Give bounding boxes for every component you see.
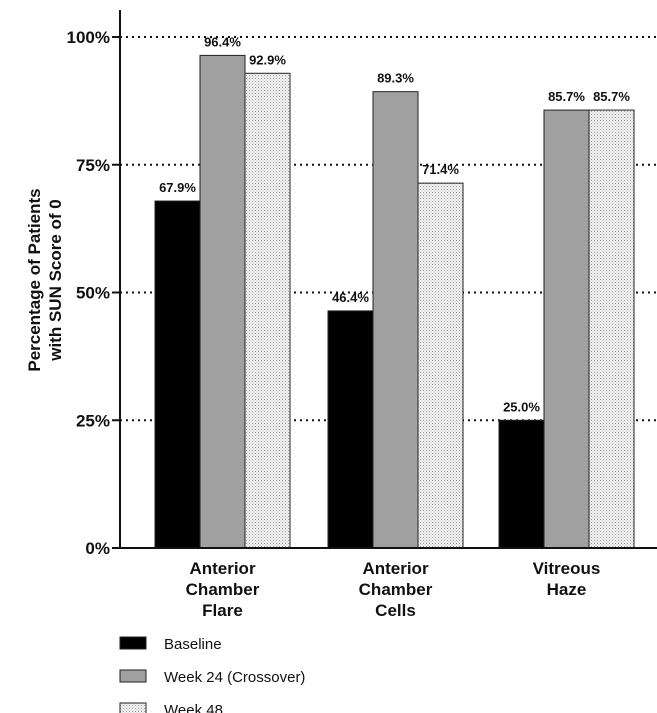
data-label: 92.9% [249,52,286,67]
labels: 0% 25% 50% 75% 100% 67.9% 46.4% 25.0% 96.4% 89.3%… [25,28,630,620]
data-label: 89.3% [377,71,414,86]
bars [154,54,635,549]
x-category-label-line: Haze [547,580,587,599]
legend-label: Week 24 (Crossover) [164,669,305,686]
x-category-label-line: Chamber [186,580,260,599]
x-category-label: Vitreous Haze [533,559,601,599]
bar [154,200,201,549]
bar [327,310,374,549]
x-category-label-line: Cells [375,601,416,620]
data-label: 85.7% [548,89,585,104]
data-label: 25.0% [503,399,540,414]
y-axis-title-line: with SUN Score of 0 [46,199,65,362]
x-category-label-line: Flare [202,601,243,620]
x-category-label-line: Anterior [362,559,429,578]
y-tick-label: 0% [85,539,110,558]
legend-swatch [119,669,147,683]
legend-swatch [119,636,147,650]
y-tick-label: 25% [76,411,110,430]
x-category-label-line: Anterior [189,559,256,578]
legend-label: Baseline [164,636,222,653]
x-category-label: Anterior Chamber Flare [186,559,260,620]
bar [199,54,246,549]
y-tick-label: 100% [67,28,110,47]
axes [112,10,657,549]
bar [588,109,635,549]
bar [498,419,545,549]
y-tick-label: 50% [76,284,110,303]
bar [543,109,590,549]
data-label: 96.4% [204,34,241,49]
bar [417,182,464,549]
bar [372,91,419,549]
data-label: 71.4% [422,162,459,177]
bar [244,72,291,549]
y-axis-title: Percentage of Patients with SUN Score of … [25,188,65,371]
legend: Baseline Week 24 (Crossover) Week 48 [119,636,305,713]
data-label: 67.9% [159,180,196,195]
legend-swatch [119,702,147,713]
x-category-label-line: Chamber [359,580,433,599]
data-label: 46.4% [332,290,369,305]
y-axis-title-line: Percentage of Patients [25,188,44,371]
legend-label: Week 48 [164,702,223,713]
data-label: 85.7% [593,89,630,104]
x-category-label-line: Vitreous [533,559,601,578]
x-category-label: Anterior Chamber Cells [359,559,433,620]
y-tick-label: 75% [76,156,110,175]
